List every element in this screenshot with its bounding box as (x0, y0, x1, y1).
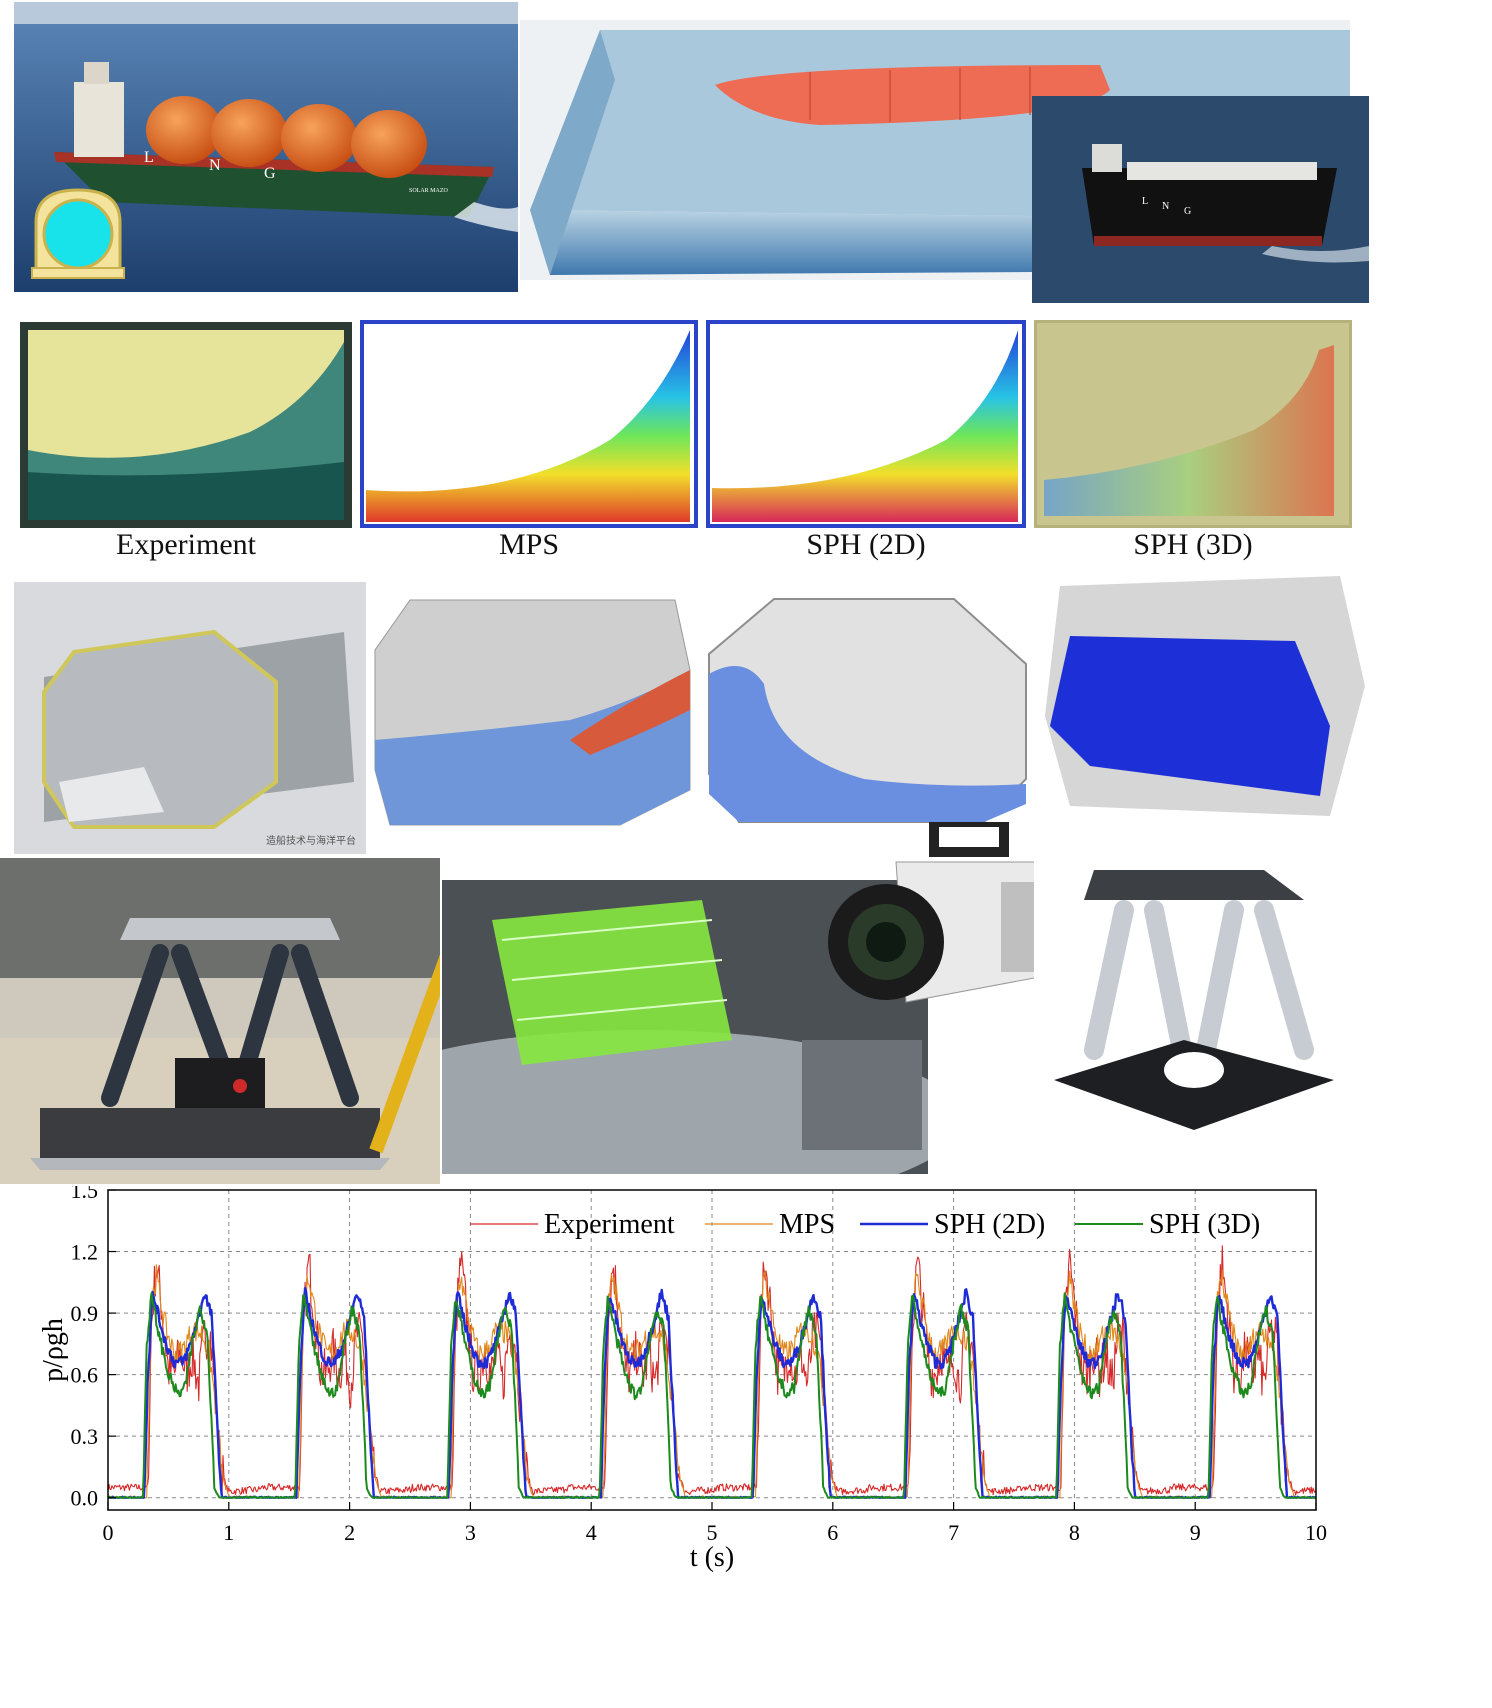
mps-snapshot (360, 320, 698, 528)
y-tick-label: 0.6 (71, 1363, 99, 1388)
ship2-letter-n: N (1162, 201, 1169, 212)
caption-sph-2d: SPH (2D) (806, 528, 926, 561)
ship-letter-g: G (264, 165, 276, 182)
tank-cad-model: 造船技术与海洋平台 (14, 582, 366, 854)
ship-letter-l: L (144, 149, 154, 166)
x-tick-label: 8 (1069, 1520, 1080, 1545)
lng-ship-photo: L N G SOLAR MAZO (14, 2, 518, 292)
ship-letter-n: N (209, 157, 221, 174)
x-tick-label: 10 (1305, 1520, 1327, 1545)
tank-section-icon (28, 182, 128, 282)
y-tick-label: 0.0 (71, 1486, 99, 1511)
sph-3d-snapshot (1034, 320, 1352, 528)
series-line-experiment (107, 1245, 1317, 1498)
x-tick-label: 7 (948, 1520, 959, 1545)
x-tick-label: 0 (103, 1520, 114, 1545)
chart-series (107, 1245, 1317, 1499)
x-tick-label: 6 (827, 1520, 838, 1545)
x-tick-label: 3 (465, 1520, 476, 1545)
x-tick-label: 5 (707, 1520, 718, 1545)
y-tick-label: 1.5 (71, 1186, 99, 1203)
legend-label-experiment: Experiment (544, 1209, 675, 1240)
hexapod-product-photo (1034, 860, 1354, 1136)
x-tick-label: 1 (223, 1520, 234, 1545)
y-tick-label: 1.2 (71, 1240, 99, 1265)
y-tick-label: 0.9 (71, 1301, 99, 1326)
chart-y-axis-label: p/ρgh (38, 1318, 69, 1382)
x-tick-label: 2 (344, 1520, 355, 1545)
chart-ticks: 0 1 2 3 4 5 6 7 8 9 10 0.0 0.3 0.6 0.9 1.2 1.5 (71, 1186, 1328, 1545)
experiment-snapshot (20, 322, 352, 528)
chart-legend: Experiment MPS SPH (2D) SPH (3D) (470, 1209, 1260, 1240)
ship2-letter-l: L (1142, 196, 1148, 207)
caption-sph-3d: SPH (3D) (1133, 528, 1253, 561)
y-tick-label: 0.3 (71, 1424, 99, 1449)
x-tick-label: 4 (586, 1520, 597, 1545)
x-tick-label: 9 (1190, 1520, 1201, 1545)
high-speed-camera-photo: X (826, 822, 1068, 1032)
chart-x-axis-label: t (s) (690, 1542, 734, 1573)
mps-3d-render (370, 590, 700, 828)
lng-carrier-photo-2: L N G (1032, 96, 1369, 303)
caption-mps: MPS (498, 528, 560, 561)
legend-label-sph3d: SPH (3D) (1149, 1209, 1260, 1240)
sph-2d-snapshot (706, 320, 1026, 528)
legend-label-mps: MPS (779, 1209, 835, 1240)
hexapod-platform-photo (0, 858, 440, 1184)
sph-2d-3d-render (704, 594, 1030, 826)
sph-3d-render (1040, 566, 1370, 831)
watermark-text: 造船技术与海洋平台 (266, 834, 356, 847)
pressure-chart: 0 1 2 3 4 5 6 7 8 9 10 0.0 0.3 0.6 0.9 1.2 1.5 t (s) p/ρ… (0, 1186, 1370, 1708)
ship2-letter-g: G (1184, 206, 1191, 217)
caption-experiment: Experiment (116, 528, 256, 561)
series-line-sph3d (107, 1292, 1317, 1499)
ship-nameplate: SOLAR MAZO (409, 188, 449, 194)
legend-label-sph2d: SPH (2D) (934, 1209, 1045, 1240)
